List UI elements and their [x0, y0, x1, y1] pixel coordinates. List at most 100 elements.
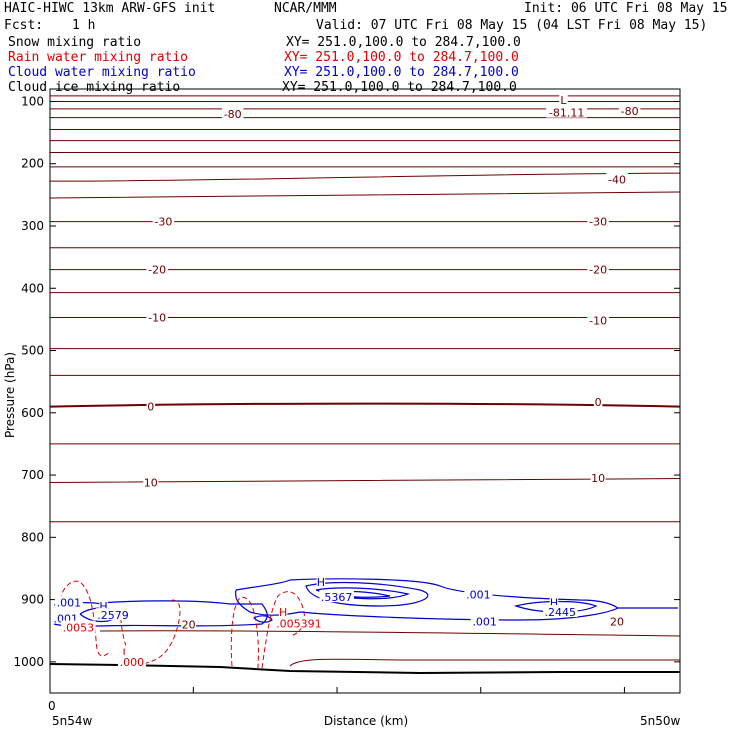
cloud-water-label-4: H — [317, 576, 325, 589]
rain-label-2: .000 — [120, 656, 145, 669]
cloud-water-label-0: .001 — [57, 597, 82, 610]
y-tick-label-500: 500 — [21, 344, 44, 358]
contour-labels: -80 -80-81.11L-40-30 -30-20 -20-10 -100 010 10… — [51, 93, 641, 669]
cloud-water-bg-9 — [543, 605, 578, 618]
model-title: HAIC-HIWC 13km ARW-GFS init — [4, 1, 216, 16]
temperature-contours — [49, 95, 681, 667]
temperature-label-2: -81.11 — [549, 107, 584, 120]
temperature-contour-17 — [49, 402, 681, 408]
fcst-value: 1 h — [72, 18, 96, 33]
temperature-bg-2 — [546, 105, 588, 118]
x-axis-ticks — [49, 687, 625, 693]
cloud-water-bg-3 — [51, 611, 80, 624]
rain-contour-1 — [59, 580, 111, 657]
cloud-water-bg-6 — [464, 587, 493, 600]
y-tick-label-400: 400 — [21, 281, 44, 295]
temperature-contour-lower-1 — [99, 630, 681, 637]
rain-bg-2 — [117, 654, 146, 667]
temperature-bg-14 — [590, 471, 606, 484]
y-tick-label-900: 900 — [21, 593, 44, 607]
rain-bg-1 — [121, 645, 130, 658]
temperature-label-8: -20 — [589, 264, 607, 277]
rain-bg-3 — [278, 605, 288, 618]
temperature-label-6: -30 — [589, 216, 607, 229]
y-tick-label-600: 600 — [21, 406, 44, 420]
temperature-label-9: -10 — [148, 312, 166, 325]
rain-label-3: H — [279, 606, 287, 619]
y-axis-label: Pressure (hPa) — [3, 352, 17, 438]
temperature-label-10: -10 — [589, 315, 607, 328]
rain-label-4: .005391 — [276, 617, 322, 630]
temperature-contour-8 — [49, 172, 681, 182]
cloud-water-contours — [53, 578, 678, 627]
temperature-bg-3 — [559, 93, 568, 106]
temperature-label-15: 20 — [182, 619, 196, 632]
temperature-bg-1 — [618, 103, 641, 116]
temperature-bg-13 — [143, 475, 159, 488]
y-tick-label-100: 100 — [21, 94, 44, 108]
temperature-label-4: -40 — [608, 173, 626, 186]
y-tick-label-800: 800 — [21, 530, 44, 544]
cloud-water-bg-0 — [54, 595, 83, 608]
cloud-water-bg-2 — [95, 608, 131, 621]
valid-time: Valid: 07 UTC Fri 08 May 15 (04 LST Fri … — [316, 18, 708, 33]
temperature-label-14: 10 — [591, 472, 605, 485]
temperature-label-1: -80 — [621, 105, 639, 118]
cloud-water-label-7: .001 — [472, 615, 497, 628]
rain-bg-4 — [275, 616, 323, 629]
y-tick-label-300: 300 — [21, 219, 44, 233]
temperature-bg-8 — [587, 262, 609, 275]
x-axis-left-location: 5n54w — [52, 714, 93, 728]
temperature-bg-16 — [609, 614, 625, 627]
legend-cloud-ice-name: Cloud ice mixing ratio — [8, 80, 181, 95]
temperature-label-11: 0 — [147, 401, 154, 414]
fcst-label: Fcst: — [4, 18, 44, 33]
y-tick-label-700: 700 — [21, 468, 44, 482]
plot-border — [49, 88, 681, 694]
temperature-label-13: 10 — [144, 477, 158, 490]
temperature-bg-11 — [146, 399, 156, 412]
org-label: NCAR/MMM — [274, 1, 337, 16]
temperature-bg-9 — [146, 310, 168, 323]
x-axis-start-label: 0 — [48, 699, 56, 713]
plot-frame — [49, 88, 681, 694]
temperature-bg-10 — [587, 313, 609, 326]
cloud-water-bg-4 — [316, 575, 326, 588]
rain-contour-2 — [119, 599, 181, 665]
temperature-bg-15 — [181, 617, 197, 630]
x-axis-right-location: 5n50w — [640, 714, 681, 728]
temperature-label-5: -30 — [154, 216, 172, 229]
legend-rain-name: Rain water mixing ratio — [8, 50, 189, 65]
legend-cloud-water-xy: XY= 251.0,100.0 to 284.7,100.0 — [284, 65, 519, 80]
cloud-water-label-2: .2579 — [97, 609, 129, 622]
temperature-label-3: L — [560, 94, 567, 107]
temperature-bg-5 — [152, 214, 175, 227]
legend-snow-xy: XY= 251.0,100.0 to 284.7,100.0 — [286, 35, 521, 50]
y-tick-label-200: 200 — [21, 157, 44, 171]
legend-rain-xy: XY= 251.0,100.0 to 284.7,100.0 — [284, 50, 519, 65]
init-time: Init: 06 UTC Fri 08 May 15 — [524, 1, 728, 16]
temperature-bg-6 — [587, 214, 609, 227]
rain-bg-0 — [61, 620, 96, 633]
rain-contour-3 — [230, 596, 259, 669]
cloud-water-contour-center — [235, 578, 678, 621]
cloud-water-label-8: H — [550, 597, 558, 610]
cloud-water-bg-5 — [319, 590, 354, 603]
temperature-label-7: -20 — [148, 264, 166, 277]
temperature-bg-12 — [593, 395, 603, 408]
cloud-water-bg-8 — [549, 595, 559, 608]
temperature-label-16: 20 — [610, 615, 624, 628]
legend-cloud-ice-xy: XY= 251.0,100.0 to 284.7,100.0 — [282, 80, 517, 95]
temperature-bg-7 — [146, 262, 168, 275]
legend-cloud-water-name: Cloud water mixing ratio — [8, 65, 196, 80]
cloud-water-label-6: .001 — [466, 589, 491, 602]
y-tick-label-1000: 1000 — [13, 655, 44, 669]
rain-label-0: .0053 — [63, 622, 95, 635]
temperature-bg-4 — [606, 172, 628, 185]
cloud-water-label-5: .5367 — [321, 591, 353, 604]
temperature-bg-0 — [221, 106, 244, 119]
cloud-water-label-9: .2445 — [545, 606, 577, 619]
temperature-label-12: 0 — [595, 396, 602, 409]
cloud-water-label-1: H — [99, 600, 107, 613]
